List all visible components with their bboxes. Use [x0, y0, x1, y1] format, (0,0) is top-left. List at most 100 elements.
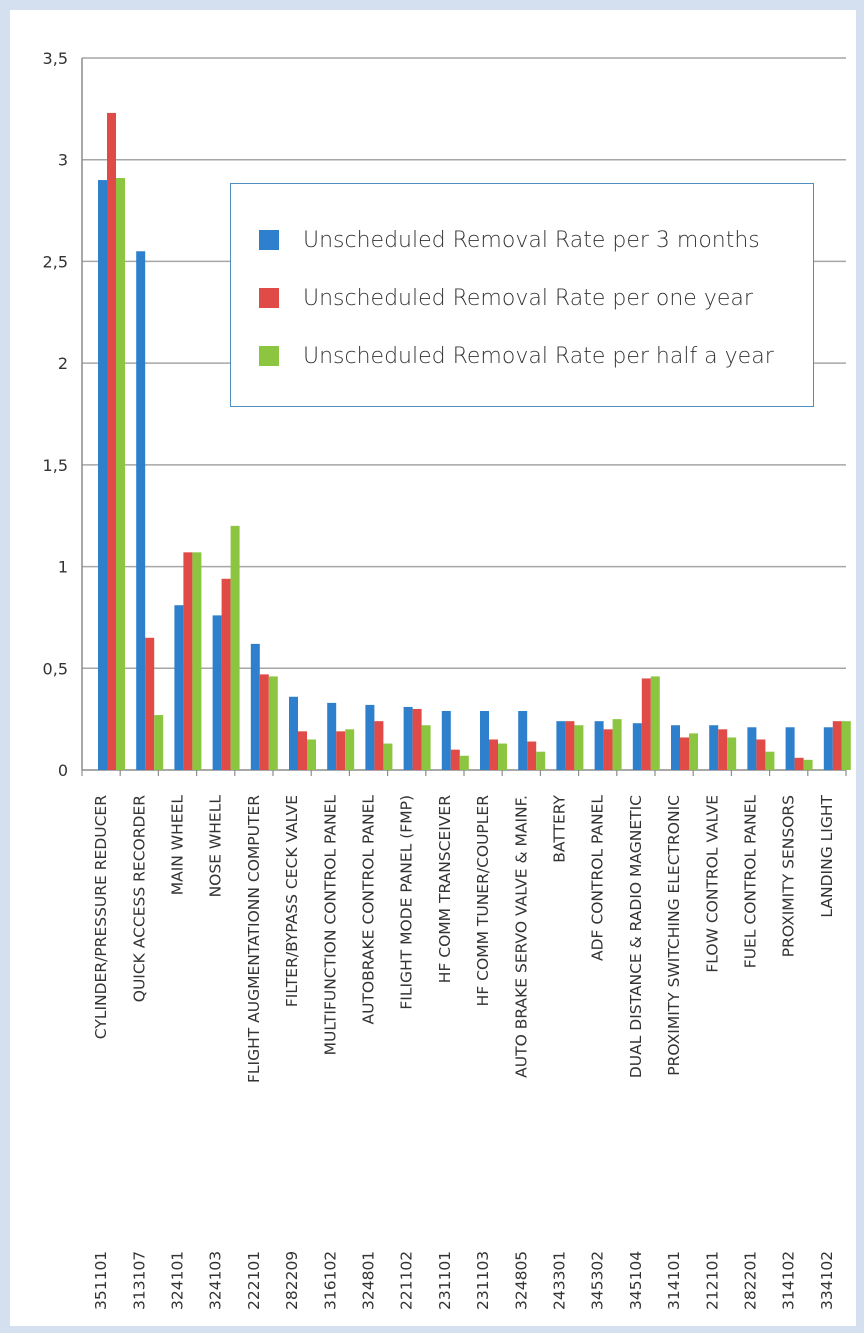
bar	[383, 743, 393, 770]
bar	[650, 676, 660, 770]
bar	[183, 552, 193, 770]
legend-label: Unscheduled Removal Rate per 3 months	[303, 227, 760, 253]
bar	[594, 721, 604, 770]
bar	[671, 725, 680, 770]
category-code-label: 231103	[474, 1251, 492, 1310]
bar	[192, 552, 202, 770]
bar	[823, 727, 833, 770]
y-tick-label: 1,5	[43, 456, 68, 475]
bar	[298, 731, 307, 770]
category-code-label: 221102	[398, 1251, 416, 1310]
bar	[603, 729, 613, 770]
bar	[421, 725, 431, 770]
bar	[259, 674, 269, 770]
bar	[107, 112, 116, 770]
category-code-label: 316102	[321, 1251, 339, 1310]
bar	[489, 739, 498, 770]
bar	[632, 723, 642, 770]
bar	[268, 676, 278, 770]
bar	[794, 757, 804, 770]
bar	[727, 737, 737, 770]
category-name-label: AUTOBRAKE CONTROL PANEL	[360, 795, 378, 1025]
bar	[289, 696, 298, 770]
bar	[680, 737, 689, 770]
bar	[145, 637, 155, 770]
bar	[307, 739, 316, 770]
bar	[98, 180, 107, 771]
category-code-label: 324801	[360, 1251, 378, 1310]
category-code-label: 212101	[703, 1251, 721, 1310]
bar	[565, 721, 575, 770]
bar	[641, 678, 651, 770]
y-tick-label: 3,5	[43, 49, 68, 68]
bar	[230, 525, 240, 770]
category-code-label: 313107	[130, 1251, 148, 1310]
bar	[403, 706, 413, 770]
category-code-label: 222101	[245, 1251, 263, 1310]
category-name-label: FILTER/BYPASS CECK VALVE	[283, 795, 301, 1007]
legend: Unscheduled Removal Rate per 3 months Un…	[230, 183, 814, 407]
category-name-label: ADF CONTROL PANEL	[589, 795, 607, 961]
bar	[459, 755, 469, 770]
bar	[689, 733, 698, 770]
legend-swatch-blue	[259, 230, 279, 250]
legend-swatch-green	[259, 346, 279, 366]
category-name-label: PROXIMITY SENSORS	[780, 795, 798, 957]
category-name-label: PROXIMITY SWITCHING ELECTRONIC	[665, 795, 683, 1076]
category-name-label: FLOW CONTROL VALVE	[703, 795, 721, 973]
category-code-label: 231101	[436, 1251, 454, 1310]
category-name-label: FLIGHT AUGMENTATIONN COMPUTER	[245, 795, 263, 1083]
legend-item-half-year: Unscheduled Removal Rate per half a year	[259, 341, 774, 371]
y-tick-label: 2	[58, 354, 68, 373]
y-tick-label: 3	[58, 151, 68, 170]
bar	[527, 741, 537, 770]
bar	[345, 729, 355, 770]
bar	[556, 721, 566, 770]
category-name-label: FILIGHT MODE PANEL (FMP)	[398, 795, 416, 1010]
category-name-label: CYLINDER/PRESSURE REDUCER	[92, 795, 110, 1039]
category-code-label: 282209	[283, 1251, 301, 1310]
category-code-label: 324805	[512, 1251, 530, 1310]
bar	[374, 721, 384, 770]
bar	[365, 704, 375, 770]
bar	[574, 725, 584, 770]
category-code-label: 314102	[780, 1251, 798, 1310]
bar	[756, 739, 766, 770]
category-name-label: FUEL CONTROL PANEL	[742, 795, 760, 969]
category-name-label: DUAL DISTANCE & RADIO MAGNETIC	[627, 795, 645, 1078]
bar	[803, 759, 813, 770]
bar	[832, 721, 842, 770]
legend-item-3-months: Unscheduled Removal Rate per 3 months	[259, 225, 760, 255]
y-tick-label: 0	[58, 761, 68, 780]
bar	[412, 708, 422, 770]
category-name-label: MULTIFUNCTION CONTROL PANEL	[321, 795, 339, 1056]
bar	[336, 731, 346, 770]
category-code-label: 282201	[742, 1251, 760, 1310]
category-code-label: 324101	[169, 1251, 187, 1310]
category-name-label: QUICK ACCESS RECORDER	[130, 795, 148, 1002]
legend-swatch-red	[259, 288, 279, 308]
legend-label: Unscheduled Removal Rate per one year	[303, 285, 753, 311]
bar	[498, 743, 507, 770]
legend-label: Unscheduled Removal Rate per half a year	[303, 343, 774, 369]
bar	[747, 727, 757, 770]
bar	[116, 178, 125, 771]
bar	[450, 749, 460, 770]
bar	[785, 727, 795, 770]
category-code-label: 345302	[589, 1251, 607, 1310]
bar	[841, 721, 851, 770]
category-code-label: 314101	[665, 1251, 683, 1310]
bar	[441, 711, 451, 770]
category-code-label: 324103	[207, 1251, 225, 1310]
category-name-label: AUTO BRAKE SERVO VALVE & MAINF.	[512, 795, 530, 1078]
y-tick-label: 0,5	[43, 659, 68, 678]
bar	[518, 711, 528, 770]
bar	[212, 615, 222, 770]
category-name-label: NOSE WHELL	[207, 795, 225, 898]
bar	[136, 251, 146, 770]
bar	[718, 729, 728, 770]
bar	[250, 643, 260, 770]
category-code-label: 334102	[818, 1251, 836, 1310]
category-name-label: MAIN WHEEL	[169, 795, 187, 896]
